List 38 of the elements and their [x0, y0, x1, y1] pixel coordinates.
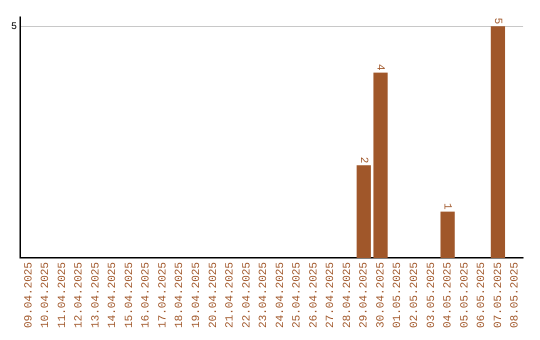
x-tick-label: 08.05.2025 [510, 262, 522, 328]
x-tick-label: 06.05.2025 [476, 262, 488, 328]
x-tick-label: 12.04.2025 [74, 262, 86, 328]
x-tick-label: 21.04.2025 [224, 262, 237, 328]
x-tick-label: 28.04.2025 [342, 262, 354, 328]
x-tick-label: 09.04.2025 [23, 262, 36, 328]
x-tick-label: 16.04.2025 [140, 262, 153, 328]
x-tick-label: 29.04.2025 [358, 262, 371, 328]
bar [490, 26, 506, 258]
data-label: 5 [491, 18, 504, 24]
x-tick-label: 23.04.2025 [258, 262, 270, 328]
x-tick-label: 25.04.2025 [292, 262, 304, 328]
x-tick-label: 13.04.2025 [90, 262, 102, 328]
x-tick-label: 07.05.2025 [492, 262, 505, 328]
data-label: 4 [374, 64, 386, 72]
x-tick-label: 15.04.2025 [124, 262, 136, 328]
x-tick-label: 04.05.2025 [442, 262, 455, 328]
x-tick-label: 30.04.2025 [375, 262, 388, 328]
x-tick-label: 01.05.2025 [392, 262, 404, 328]
x-tick-label: 27.04.2025 [325, 262, 338, 328]
bar [373, 72, 388, 258]
data-label: 2 [356, 156, 369, 164]
x-tick-label: 19.04.2025 [190, 262, 203, 328]
x-tick-label: 24.04.2025 [274, 262, 287, 328]
x-tick-label: 20.04.2025 [208, 262, 220, 328]
x-tick-label: 11.04.2025 [56, 262, 69, 328]
data-label: 1 [440, 203, 453, 210]
x-tick-label: 22.04.2025 [241, 262, 254, 328]
x-tick-label: 18.04.2025 [174, 262, 186, 328]
x-tick-label: 10.04.2025 [40, 262, 52, 328]
bar [440, 212, 455, 258]
x-tick-label: 05.05.2025 [459, 262, 472, 328]
x-tick-label: 02.05.2025 [408, 262, 421, 328]
bar [356, 165, 371, 258]
x-tick-label: 14.04.2025 [107, 262, 120, 328]
x-tick-label: 03.05.2025 [426, 262, 438, 328]
x-tick-label: 26.04.2025 [308, 262, 320, 328]
x-tick-label: 17.04.2025 [157, 262, 170, 328]
